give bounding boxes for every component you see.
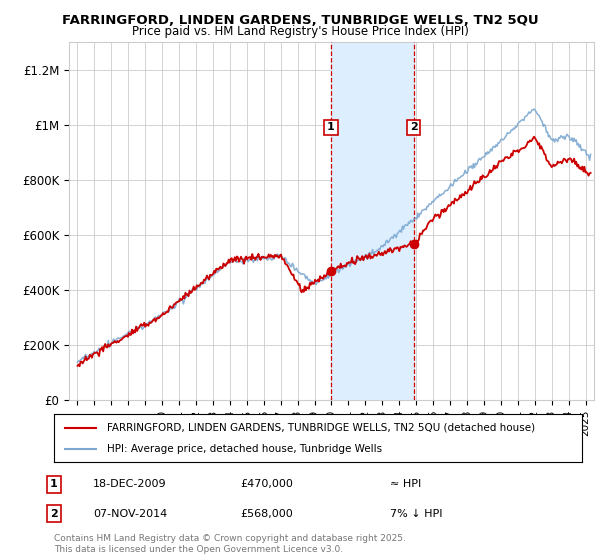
Text: 1: 1: [50, 479, 58, 489]
Text: 07-NOV-2014: 07-NOV-2014: [93, 508, 167, 519]
Text: HPI: Average price, detached house, Tunbridge Wells: HPI: Average price, detached house, Tunb…: [107, 444, 382, 454]
Text: 2: 2: [410, 123, 418, 133]
Text: £470,000: £470,000: [240, 479, 293, 489]
Bar: [331, 42, 413, 400]
Text: ≈ HPI: ≈ HPI: [390, 479, 421, 489]
Text: Price paid vs. HM Land Registry's House Price Index (HPI): Price paid vs. HM Land Registry's House …: [131, 25, 469, 38]
Text: 2: 2: [50, 508, 58, 519]
Text: This data is licensed under the Open Government Licence v3.0.: This data is licensed under the Open Gov…: [54, 545, 343, 554]
Text: 18-DEC-2009: 18-DEC-2009: [93, 479, 167, 489]
Text: FARRINGFORD, LINDEN GARDENS, TUNBRIDGE WELLS, TN2 5QU (detached house): FARRINGFORD, LINDEN GARDENS, TUNBRIDGE W…: [107, 423, 535, 433]
Text: FARRINGFORD, LINDEN GARDENS, TUNBRIDGE WELLS, TN2 5QU: FARRINGFORD, LINDEN GARDENS, TUNBRIDGE W…: [62, 14, 538, 27]
Text: 1: 1: [327, 123, 335, 133]
Text: Contains HM Land Registry data © Crown copyright and database right 2025.: Contains HM Land Registry data © Crown c…: [54, 534, 406, 543]
Text: £568,000: £568,000: [240, 508, 293, 519]
Text: 7% ↓ HPI: 7% ↓ HPI: [390, 508, 443, 519]
